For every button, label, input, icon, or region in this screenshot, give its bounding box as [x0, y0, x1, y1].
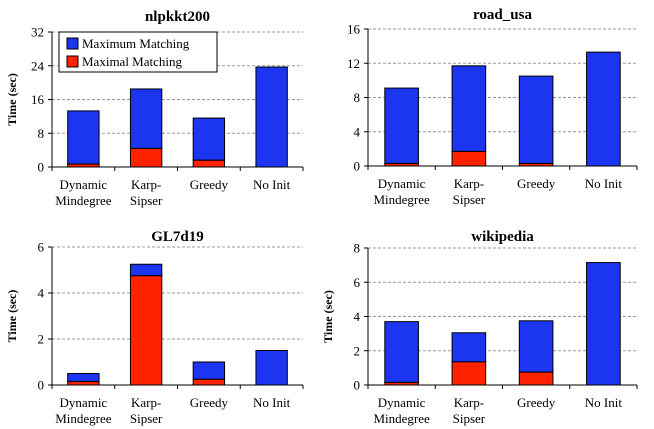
x-category-label: Mindegree [373, 411, 430, 426]
x-category-label: No Init [253, 177, 291, 192]
y-tick-label: 4 [354, 124, 361, 139]
y-tick-label: 0 [354, 159, 361, 174]
y-tick-label: 16 [31, 92, 45, 107]
bar-maximum-matching [129, 88, 163, 149]
bar-maximum-matching [518, 320, 554, 373]
x-category-label: Sipser [130, 411, 163, 426]
y-axis-label: Time (sec) [5, 73, 19, 126]
bar-maximum-matching [451, 65, 487, 152]
x-category-label: Dynamic [60, 395, 108, 410]
y-tick-label: 4 [38, 286, 45, 301]
x-category-label: Mindegree [55, 411, 112, 426]
bar-maximum-matching [192, 117, 226, 161]
legend-label-maximal-matching: Maximal Matching [82, 54, 183, 69]
bar-maximal-matching [192, 159, 226, 168]
y-axis-label: Time (sec) [5, 290, 19, 343]
bar-maximum-matching [518, 75, 554, 164]
bar-maximal-matching [192, 378, 226, 386]
x-category-label: No Init [585, 176, 623, 191]
legend-label-maximum-matching: Maximum Matching [82, 36, 190, 51]
y-tick-label: 0 [354, 378, 361, 393]
x-category-label: Sipser [453, 411, 486, 426]
y-tick-label: 4 [354, 309, 361, 324]
y-tick-label: 6 [38, 240, 45, 255]
y-axis-label: Time (sec) [321, 290, 335, 343]
y-tick-label: 2 [354, 343, 361, 358]
bar-maximum-matching [586, 51, 621, 167]
bar-maximal-matching [518, 371, 554, 386]
bar-maximum-matching [192, 361, 226, 380]
x-category-label: Dynamic [60, 177, 108, 192]
x-category-label: Karp- [454, 176, 484, 191]
bar-maximum-matching [255, 66, 288, 168]
y-tick-label: 12 [347, 56, 360, 71]
x-category-label: Dynamic [378, 395, 426, 410]
x-category-label: Greedy [190, 177, 229, 192]
y-tick-label: 16 [347, 22, 361, 37]
x-category-label: No Init [253, 395, 291, 410]
x-category-label: Karp- [131, 395, 161, 410]
y-tick-label: 6 [354, 275, 361, 290]
chart-title: wikipedia [471, 229, 534, 245]
x-category-label: Greedy [517, 395, 556, 410]
x-category-label: Karp- [454, 395, 484, 410]
bar-maximum-matching [384, 87, 419, 164]
y-tick-label: 0 [38, 378, 45, 393]
y-tick-label: 2 [38, 332, 45, 347]
chart-title: road_usa [473, 7, 532, 23]
x-category-label: Sipser [130, 193, 163, 208]
bar-maximal-matching [67, 381, 100, 386]
bar-maximum-matching [451, 332, 487, 363]
x-category-label: Mindegree [55, 193, 112, 208]
x-category-label: Sipser [453, 192, 486, 207]
bar-maximum-matching [129, 263, 163, 277]
legend-swatch-maximal-matching [66, 55, 79, 68]
bar-maximum-matching [67, 373, 100, 383]
chart-title: nlpkkt200 [145, 9, 210, 25]
chart-title: GL7d19 [151, 229, 204, 245]
bar-maximal-matching [129, 275, 163, 386]
legend-box [58, 31, 218, 73]
y-tick-label: 32 [31, 25, 44, 40]
bar-maximal-matching [451, 361, 487, 386]
legend: Maximum Matching Maximal Matching [58, 31, 218, 73]
x-category-label: Karp- [131, 177, 161, 192]
y-tick-label: 8 [354, 90, 361, 105]
y-tick-label: 24 [31, 58, 45, 73]
y-tick-label: 8 [38, 126, 45, 141]
chart-panel-wikipedia: wikipedia Time (sec) 0 2 4 6 8 DynamicMindegree… [321, 229, 638, 426]
bar-maximal-matching [129, 147, 163, 168]
x-category-label: Greedy [190, 395, 229, 410]
x-category-label: Dynamic [378, 176, 426, 191]
x-category-label: No Init [585, 395, 623, 410]
x-category-label: Mindegree [373, 192, 430, 207]
bar-maximum-matching [255, 350, 288, 386]
bar-maximum-matching [586, 262, 621, 386]
bar-maximum-matching [384, 321, 419, 383]
x-category-label: Greedy [517, 176, 556, 191]
bar-maximum-matching [67, 110, 100, 165]
y-tick-label: 8 [354, 241, 361, 256]
chart-panel-nlpkkt200: nlpkkt200 Time (sec) 0 8 16 24 32 DynamicMindeg… [5, 9, 304, 208]
y-tick-label: 0 [38, 160, 45, 175]
bar-maximal-matching [451, 150, 487, 167]
legend-swatch-maximum-matching [66, 37, 79, 50]
